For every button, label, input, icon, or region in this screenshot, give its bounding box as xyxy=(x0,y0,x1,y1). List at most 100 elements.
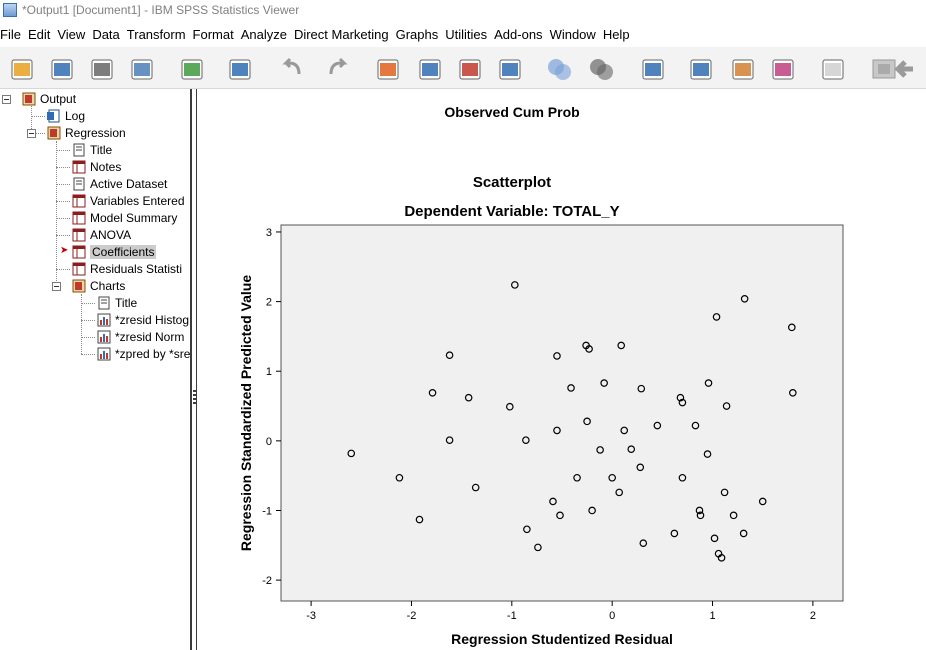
menu-file[interactable]: File xyxy=(0,26,21,42)
table-icon xyxy=(72,194,86,208)
outline-notes[interactable]: Notes xyxy=(72,159,121,175)
y-tick-label: 0 xyxy=(266,436,272,448)
goto-variable-icon[interactable] xyxy=(414,53,446,85)
outline-charts-title[interactable]: Title xyxy=(97,295,137,311)
demote-icon[interactable] xyxy=(685,53,717,85)
outline-residuals-statistics[interactable]: Residuals Statisti xyxy=(72,261,182,277)
data-point xyxy=(789,389,797,397)
outline-variables-entered[interactable]: Variables Entered xyxy=(72,193,185,209)
menu-graphs[interactable]: Graphs xyxy=(395,26,439,42)
data-point xyxy=(636,463,645,472)
data-point xyxy=(740,295,749,303)
designate-window-icon[interactable] xyxy=(585,53,617,85)
outline-anova[interactable]: ANOVA xyxy=(72,227,131,243)
outline-coefficients[interactable]: Coefficients xyxy=(72,244,157,260)
data-point xyxy=(615,488,624,497)
variables-icon[interactable] xyxy=(494,53,526,85)
tree-line xyxy=(56,184,70,185)
insert-heading-icon[interactable] xyxy=(888,53,920,85)
outline-log[interactable]: Log xyxy=(47,108,85,124)
data-point xyxy=(670,529,679,538)
data-point xyxy=(567,384,575,392)
export-icon[interactable] xyxy=(176,53,208,85)
print-preview-icon[interactable] xyxy=(126,53,158,85)
tree-line xyxy=(56,201,70,202)
outline-model-summary[interactable]: Model Summary xyxy=(72,210,177,226)
menu-analyze[interactable]: Analyze xyxy=(240,26,287,42)
outline-chart-histogram[interactable]: *zresid Histog xyxy=(97,312,189,328)
outline-regression[interactable]: Regression xyxy=(47,125,126,141)
tree-line xyxy=(56,218,70,219)
hide-icon[interactable] xyxy=(767,53,799,85)
redo-icon[interactable] xyxy=(322,53,354,85)
collapse-output-toggle[interactable] xyxy=(2,95,11,104)
outline-title-label: Title xyxy=(90,143,113,157)
menu-help[interactable]: Help xyxy=(602,26,630,42)
plot-area xyxy=(280,224,844,602)
open-folder-icon[interactable] xyxy=(6,53,38,85)
title-doc-icon xyxy=(73,143,85,157)
x-axis-label: Regression Studentized Residual xyxy=(451,631,673,647)
menu-edit[interactable]: Edit xyxy=(27,26,51,42)
data-point xyxy=(415,515,424,524)
data-point xyxy=(511,281,519,289)
pane-splitter[interactable] xyxy=(192,89,197,650)
table-icon xyxy=(72,245,86,259)
previous-chart-axis-title: Observed Cum Prob xyxy=(444,104,580,120)
outline-chart-scatter[interactable]: *zpred by *sre xyxy=(97,346,190,362)
collapse-regression-toggle[interactable] xyxy=(27,129,36,138)
data-point xyxy=(722,402,731,410)
outline-output[interactable]: Output xyxy=(22,91,76,107)
scatterplot-chart[interactable]: -3 -2 -1 0 1 2 -2 -1 0 1 2 3 Regression Studentized … xyxy=(198,89,926,650)
y-tick-label: 1 xyxy=(266,366,272,378)
x-tick-label: -2 xyxy=(407,610,417,622)
menu-utilities[interactable]: Utilities xyxy=(445,26,488,42)
outline-chart-scatter-label: *zpred by *sre xyxy=(115,347,191,361)
outline-log-label: Log xyxy=(65,109,86,123)
active-dataset-icon xyxy=(73,177,85,191)
data-point xyxy=(704,379,713,387)
save-icon[interactable] xyxy=(46,53,78,85)
data-point xyxy=(695,506,704,515)
menu-format[interactable]: Format xyxy=(192,26,234,42)
x-tick-label: 1 xyxy=(709,610,715,622)
show-all-icon[interactable] xyxy=(727,53,759,85)
chart-title: Dependent Variable: TOTAL_Y xyxy=(404,203,620,220)
table-icon xyxy=(72,228,86,242)
goto-data-icon[interactable] xyxy=(224,53,256,85)
data-point xyxy=(712,313,721,321)
data-point xyxy=(703,450,712,458)
data-point xyxy=(729,511,738,520)
insert-cases-icon[interactable] xyxy=(454,53,486,85)
insert-title-icon[interactable] xyxy=(817,53,849,85)
data-point xyxy=(676,393,685,402)
outline-active-dataset[interactable]: Active Dataset xyxy=(72,176,167,192)
splitter-grip[interactable] xyxy=(193,390,196,404)
data-point xyxy=(596,446,604,454)
data-point xyxy=(678,473,687,482)
collapse-charts-toggle[interactable] xyxy=(52,282,61,291)
tree-line xyxy=(56,167,70,168)
menu-add-ons[interactable]: Add-ons xyxy=(494,26,543,42)
spss-app-icon xyxy=(3,3,17,17)
y-tick-label: -1 xyxy=(262,505,272,517)
goto-case-icon[interactable] xyxy=(372,53,404,85)
outline-notes-label: Notes xyxy=(90,160,122,174)
menu-direct-marketing[interactable]: Direct Marketing xyxy=(293,26,389,42)
data-point xyxy=(523,525,531,534)
menu-data[interactable]: Data xyxy=(92,26,120,42)
outline-charts[interactable]: Charts xyxy=(72,278,125,294)
menu-window[interactable]: Window xyxy=(549,26,596,42)
promote-icon[interactable] xyxy=(637,53,669,85)
outline-chart-histogram-label: *zresid Histog xyxy=(115,313,190,327)
menu-transform[interactable]: Transform xyxy=(126,26,186,42)
outline-charts-title-label: Title xyxy=(115,296,138,310)
select-last-output-icon[interactable] xyxy=(543,53,575,85)
data-point xyxy=(506,402,514,411)
outline-chart-normal[interactable]: *zresid Norm xyxy=(97,329,184,345)
outline-title[interactable]: Title xyxy=(72,142,112,158)
menu-bar: File Edit View Data Transform Format Analyze Di… xyxy=(0,23,926,45)
print-icon[interactable] xyxy=(86,53,118,85)
undo-icon[interactable] xyxy=(276,53,308,85)
menu-view[interactable]: View xyxy=(57,26,86,42)
